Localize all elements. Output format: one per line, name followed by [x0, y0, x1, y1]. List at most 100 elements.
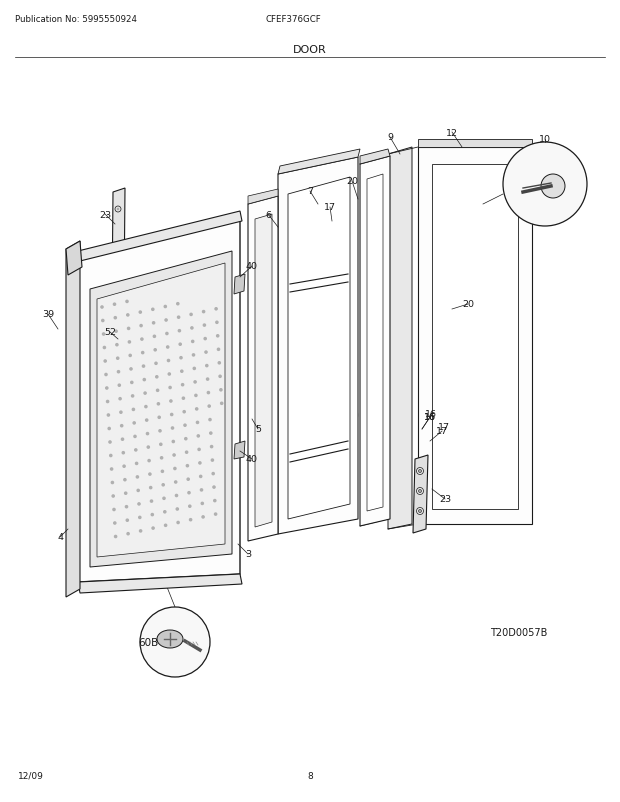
Text: Publication No: 5995550924: Publication No: 5995550924 [15, 15, 137, 24]
Polygon shape [413, 456, 428, 533]
Circle shape [187, 478, 190, 481]
Circle shape [206, 378, 210, 382]
Circle shape [113, 521, 117, 525]
Ellipse shape [157, 630, 183, 648]
Text: 3: 3 [245, 550, 251, 559]
Circle shape [146, 432, 149, 435]
Circle shape [200, 488, 203, 492]
Circle shape [154, 362, 158, 366]
Circle shape [167, 359, 170, 363]
Polygon shape [111, 188, 125, 418]
Text: 5: 5 [255, 425, 261, 434]
Circle shape [202, 516, 205, 519]
Circle shape [100, 306, 104, 310]
Text: CFEF376GCF: CFEF376GCF [265, 15, 321, 24]
Text: 10: 10 [539, 136, 551, 144]
Circle shape [134, 448, 138, 452]
Circle shape [128, 354, 132, 358]
Circle shape [125, 300, 129, 304]
Circle shape [158, 429, 162, 433]
Circle shape [417, 488, 423, 495]
Text: 12: 12 [446, 128, 458, 137]
Circle shape [143, 379, 146, 382]
Circle shape [117, 416, 119, 419]
Polygon shape [288, 178, 350, 520]
Polygon shape [248, 196, 278, 541]
Circle shape [129, 367, 133, 371]
Polygon shape [66, 241, 82, 276]
Circle shape [199, 475, 203, 479]
Circle shape [143, 392, 147, 395]
Text: 39: 39 [42, 310, 54, 319]
Circle shape [220, 402, 223, 406]
Circle shape [164, 524, 167, 528]
Circle shape [120, 424, 123, 428]
Circle shape [202, 310, 205, 314]
Circle shape [219, 388, 223, 392]
Circle shape [117, 246, 119, 249]
Text: 6: 6 [265, 210, 271, 219]
Circle shape [187, 492, 191, 495]
Circle shape [149, 500, 153, 504]
Circle shape [157, 416, 161, 419]
Circle shape [115, 245, 121, 251]
Circle shape [167, 373, 171, 376]
Text: 52: 52 [104, 328, 116, 337]
Circle shape [179, 356, 183, 360]
Circle shape [105, 387, 108, 391]
Text: 17: 17 [438, 423, 450, 432]
Circle shape [151, 513, 154, 516]
Circle shape [198, 461, 202, 465]
Circle shape [153, 335, 156, 338]
Circle shape [115, 343, 118, 347]
Circle shape [126, 533, 130, 536]
Circle shape [115, 375, 121, 380]
Circle shape [164, 306, 167, 309]
Circle shape [102, 333, 105, 336]
Polygon shape [234, 441, 245, 460]
Circle shape [215, 308, 218, 311]
Circle shape [156, 389, 159, 393]
Text: 7: 7 [307, 187, 313, 196]
Circle shape [117, 371, 120, 374]
Circle shape [418, 510, 422, 512]
Text: 4: 4 [57, 533, 63, 542]
Circle shape [205, 364, 208, 368]
Text: 40: 40 [246, 455, 258, 464]
Circle shape [176, 302, 180, 306]
Circle shape [128, 341, 131, 344]
Polygon shape [367, 175, 383, 512]
Circle shape [162, 497, 166, 500]
Circle shape [130, 381, 133, 385]
Circle shape [172, 440, 175, 444]
Circle shape [148, 472, 152, 476]
Text: 17: 17 [436, 427, 448, 436]
Circle shape [218, 375, 222, 379]
Circle shape [175, 508, 179, 511]
Circle shape [192, 367, 196, 371]
Circle shape [170, 413, 174, 417]
Circle shape [114, 535, 117, 539]
Circle shape [151, 308, 154, 312]
Circle shape [123, 478, 126, 482]
Polygon shape [360, 157, 390, 526]
Circle shape [136, 476, 140, 479]
Text: 17: 17 [324, 203, 336, 213]
Polygon shape [234, 274, 245, 294]
Circle shape [204, 350, 208, 354]
Circle shape [182, 397, 185, 400]
Circle shape [133, 422, 136, 425]
Circle shape [157, 403, 160, 406]
Circle shape [196, 421, 199, 425]
Circle shape [140, 338, 144, 342]
Circle shape [137, 503, 141, 506]
Text: 9: 9 [387, 133, 393, 142]
Circle shape [195, 407, 198, 411]
Circle shape [109, 454, 113, 458]
Circle shape [142, 365, 145, 368]
Circle shape [131, 395, 135, 399]
Polygon shape [278, 150, 360, 175]
Polygon shape [432, 164, 518, 509]
Circle shape [209, 431, 213, 435]
Circle shape [173, 467, 177, 471]
